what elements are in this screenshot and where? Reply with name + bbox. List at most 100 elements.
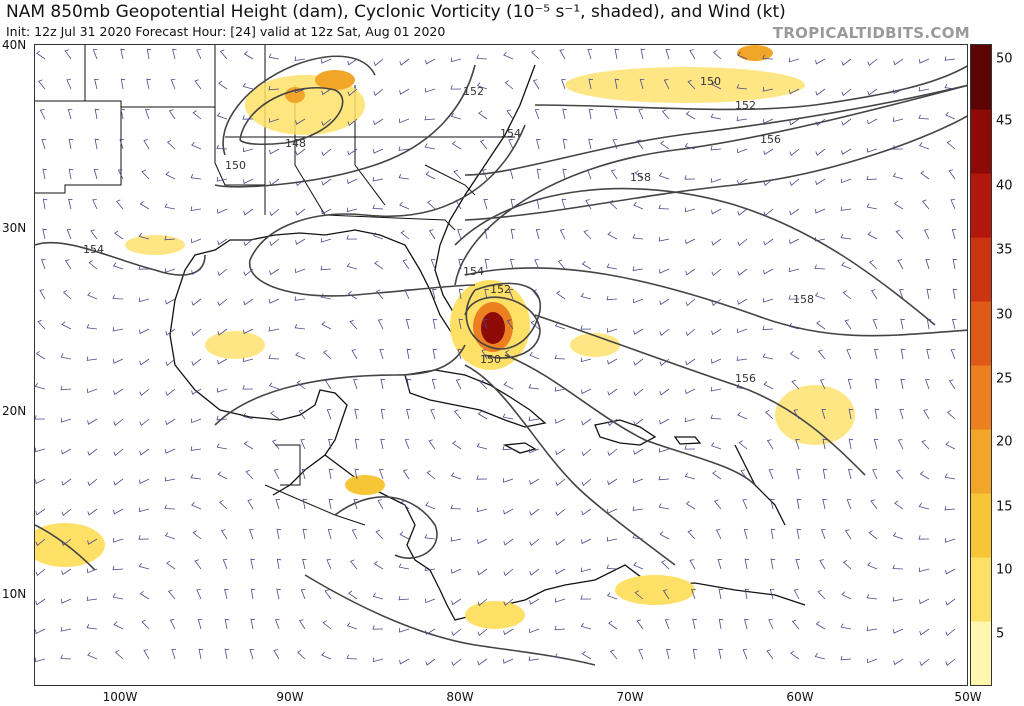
wind-barb — [607, 418, 618, 427]
wind-barb — [113, 358, 124, 364]
vorticity-patch — [125, 235, 185, 255]
wind-barb — [588, 78, 594, 90]
wind-barb — [398, 563, 410, 570]
wind-barb — [503, 568, 514, 577]
wind-barb — [607, 358, 618, 365]
wind-barb — [607, 478, 618, 486]
wind-barb — [243, 208, 254, 216]
wind-barb — [919, 598, 930, 605]
vorticity-patch — [615, 575, 695, 605]
wind-barb — [815, 148, 826, 156]
wind-barb — [581, 418, 592, 426]
wind-barb — [894, 500, 904, 510]
wind-barb — [87, 418, 98, 425]
wind-barb — [138, 535, 150, 540]
wind-barb — [789, 178, 800, 186]
wind-barb — [139, 478, 150, 485]
wind-barb — [946, 140, 956, 150]
wind-barb — [744, 588, 750, 600]
wind-barb — [425, 171, 436, 180]
wind-barb — [243, 440, 254, 450]
wind-barb — [216, 177, 228, 182]
wind-barb — [658, 172, 670, 180]
wind-barb — [762, 54, 774, 60]
wind-barb — [640, 48, 646, 60]
wind-barb — [36, 50, 46, 60]
wind-barb — [529, 628, 540, 634]
wind-barb — [796, 468, 801, 480]
wind-barb — [477, 410, 488, 420]
wind-barb — [432, 348, 438, 360]
wind-barb — [190, 446, 202, 451]
wind-barb — [425, 88, 436, 93]
wind-barb — [658, 475, 670, 481]
wind-barb — [87, 538, 98, 545]
wind-barb — [659, 358, 670, 367]
wind-barb — [192, 530, 202, 540]
wind-barb — [139, 358, 150, 366]
wind-barb — [893, 58, 904, 66]
wind-barb — [120, 108, 125, 120]
wind-barb — [532, 79, 540, 90]
wind-barb — [687, 529, 696, 540]
wind-barb — [874, 348, 879, 360]
wind-barb — [141, 619, 150, 630]
wind-barb — [275, 499, 281, 510]
wind-barb — [191, 141, 202, 150]
wind-barb — [897, 439, 904, 450]
wind-barb — [276, 558, 282, 570]
wind-barb — [167, 589, 176, 600]
wind-barb — [190, 474, 202, 480]
wind-barb — [379, 349, 385, 360]
contour-label: 150 — [480, 353, 501, 366]
wind-barb — [268, 354, 280, 360]
wind-barb — [165, 388, 176, 396]
wind-barb — [742, 499, 748, 510]
wind-barb — [484, 228, 490, 240]
wind-barb — [194, 559, 202, 570]
wind-barb — [242, 82, 254, 90]
wind-barb — [633, 388, 644, 397]
wind-barb — [766, 439, 774, 450]
wind-barb — [191, 418, 202, 424]
wind-barb — [86, 324, 98, 330]
wind-barb — [478, 110, 488, 120]
wind-barb — [354, 438, 360, 450]
wind-barb — [455, 199, 462, 210]
wind-barb — [191, 358, 202, 366]
wind-barb — [87, 291, 98, 300]
wind-barb — [139, 328, 150, 335]
wind-barb — [633, 561, 644, 570]
wind-barb — [661, 559, 670, 570]
wind-barb — [814, 292, 826, 300]
colorbar-label-40: 40 — [996, 178, 1013, 194]
wind-barb — [113, 388, 124, 396]
wind-barb — [321, 118, 332, 126]
wind-barb — [692, 648, 698, 660]
colorbar-segment — [971, 621, 991, 638]
wind-barb — [919, 628, 930, 636]
wind-barb — [139, 418, 150, 427]
colorbar-label-45: 45 — [996, 113, 1013, 129]
wind-barb — [35, 447, 46, 453]
wind-barb — [451, 628, 462, 636]
wind-barb — [243, 178, 254, 185]
wind-barb — [484, 288, 489, 300]
wind-barb — [198, 648, 204, 660]
wind-barb — [868, 530, 878, 540]
wind-barb — [269, 268, 280, 276]
wind-barb — [866, 175, 878, 181]
wind-barb — [893, 658, 904, 666]
wind-barb — [529, 538, 540, 547]
wind-barb — [870, 289, 878, 300]
wind-barb — [327, 528, 333, 540]
wind-barb — [788, 322, 800, 330]
wind-barb — [580, 622, 592, 630]
wind-barb — [398, 595, 410, 601]
colorbar-segment — [971, 413, 991, 430]
wind-barb — [194, 79, 202, 90]
wind-barb — [529, 508, 540, 516]
wind-barb — [844, 319, 852, 330]
wind-barb — [711, 298, 722, 306]
wind-barb — [166, 560, 176, 570]
